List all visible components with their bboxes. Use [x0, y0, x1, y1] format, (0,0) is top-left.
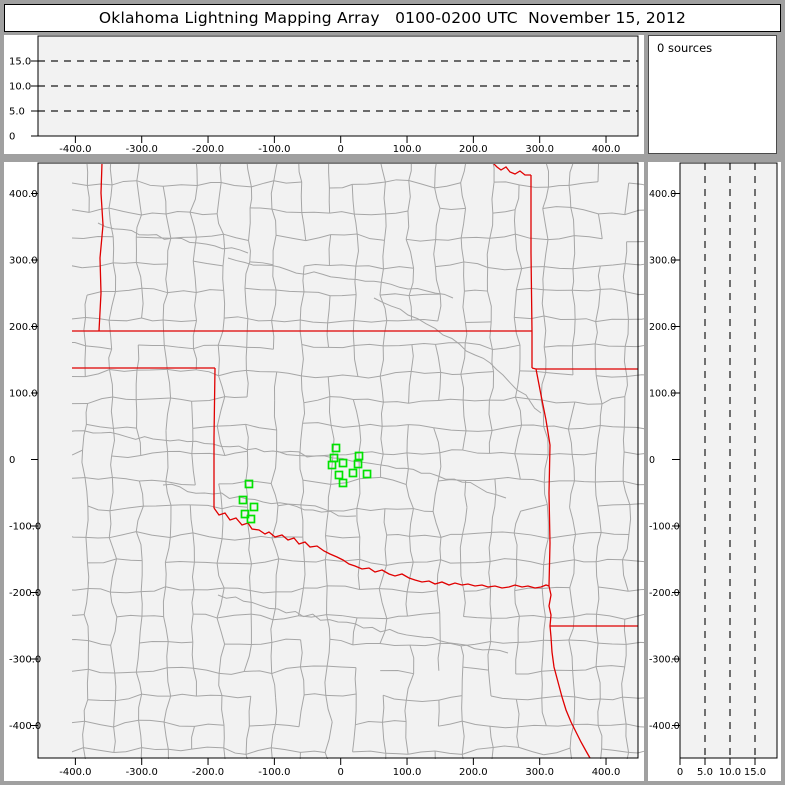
map-layers: [72, 164, 644, 759]
x-tick-label: -200.0: [192, 144, 224, 154]
y-tick-label: 200.0: [9, 322, 38, 333]
source-count-label: 0 sources: [657, 41, 713, 55]
x-tick-label: -300.0: [126, 144, 158, 154]
y-tick-label: 100.0: [649, 389, 676, 400]
x-tick-label: 15.0: [744, 767, 766, 778]
state-borders: [72, 164, 638, 759]
x-tick-label: 10.0: [719, 767, 741, 778]
rivers: [72, 222, 542, 654]
station-marker: [244, 479, 254, 489]
y-tick-label: -400.0: [9, 721, 41, 732]
station-marker: [348, 468, 358, 478]
station-marker: [334, 470, 344, 480]
y-tick-label: -200.0: [649, 588, 680, 599]
right-histogram-panel: 400.0 300.0 200.0 100.0 0 -100.0 -200.0 -300.0 -…: [648, 162, 781, 781]
x-tick-label: -400.0: [59, 767, 91, 778]
y-tick-label: -400.0: [649, 721, 680, 732]
station-marker: [249, 502, 259, 512]
y-tick-label: 15.0: [9, 57, 31, 68]
station-marker: [353, 459, 363, 469]
y-tick-label: 0: [9, 132, 15, 143]
y-tick-label: 0: [649, 455, 655, 466]
y-tick-label: -100.0: [9, 522, 41, 533]
x-tick-label: 100.0: [393, 767, 422, 778]
x-tick-label: -100.0: [258, 767, 290, 778]
station-marker: [331, 443, 341, 453]
x-tick-label: 0: [338, 767, 344, 778]
window-title: Oklahoma Lightning Mapping Array 0100-02…: [98, 9, 687, 27]
top-histogram-panel: 15.0 10.0 5.0 0 -400.0 -300.0 -200.0 -100.0 0 100…: [4, 35, 644, 154]
x-tick-label: 400.0: [592, 144, 621, 154]
station-marker: [338, 478, 348, 488]
station-marker: [354, 451, 364, 461]
station-marker: [362, 469, 372, 479]
x-tick-label: -200.0: [192, 767, 224, 778]
y-tick-label: 10.0: [9, 82, 31, 93]
y-tick-label: 5.0: [9, 107, 25, 118]
x-tick-label: -300.0: [126, 767, 158, 778]
station-marker: [246, 514, 256, 524]
altitude-vs-northsouth-plot[interactable]: 400.0 300.0 200.0 100.0 0 -100.0 -200.0 -300.0 -…: [648, 162, 781, 781]
y-tick-label: 100.0: [9, 389, 38, 400]
y-tick-label: 400.0: [649, 189, 676, 200]
title-bar: Oklahoma Lightning Mapping Array 0100-02…: [4, 4, 781, 32]
x-tick-label: -400.0: [59, 144, 91, 154]
station-marker: [338, 458, 348, 468]
y-tick-label: 300.0: [649, 256, 676, 267]
y-tick-label: -300.0: [649, 655, 680, 666]
x-tick-label: 200.0: [459, 767, 488, 778]
x-tick-label: 100.0: [393, 144, 422, 154]
plan-view-panel: 400.0 300.0 200.0 100.0 0 -100.0 -200.0 -300.0 -…: [4, 162, 644, 781]
y-tick-label: 0: [9, 455, 15, 466]
x-tick-label: 0: [338, 144, 344, 154]
y-tick-label: 200.0: [649, 322, 676, 333]
station-marker: [240, 509, 250, 519]
x-tick-label: 0: [677, 767, 683, 778]
x-tick-label: -100.0: [258, 144, 290, 154]
y-tick-label: -100.0: [649, 522, 680, 533]
x-tick-label: 5.0: [697, 767, 713, 778]
plan-view-map-plot[interactable]: 400.0 300.0 200.0 100.0 0 -100.0 -200.0 -300.0 -…: [4, 162, 644, 781]
y-tick-label: -200.0: [9, 588, 41, 599]
y-tick-label: 400.0: [9, 189, 38, 200]
x-tick-label: 400.0: [592, 767, 621, 778]
x-tick-label: 200.0: [459, 144, 488, 154]
y-tick-label: 300.0: [9, 256, 38, 267]
station-marker: [327, 460, 337, 470]
sources-panel: 0 sources: [648, 35, 777, 154]
y-tick-label: -300.0: [9, 655, 41, 666]
x-tick-label: 300.0: [525, 144, 554, 154]
lma-stations: [238, 443, 372, 524]
station-marker: [238, 495, 248, 505]
altitude-vs-eastwest-plot[interactable]: 15.0 10.0 5.0 0 -400.0 -300.0 -200.0 -100.0 0 100…: [4, 35, 644, 154]
x-tick-label: 300.0: [525, 767, 554, 778]
